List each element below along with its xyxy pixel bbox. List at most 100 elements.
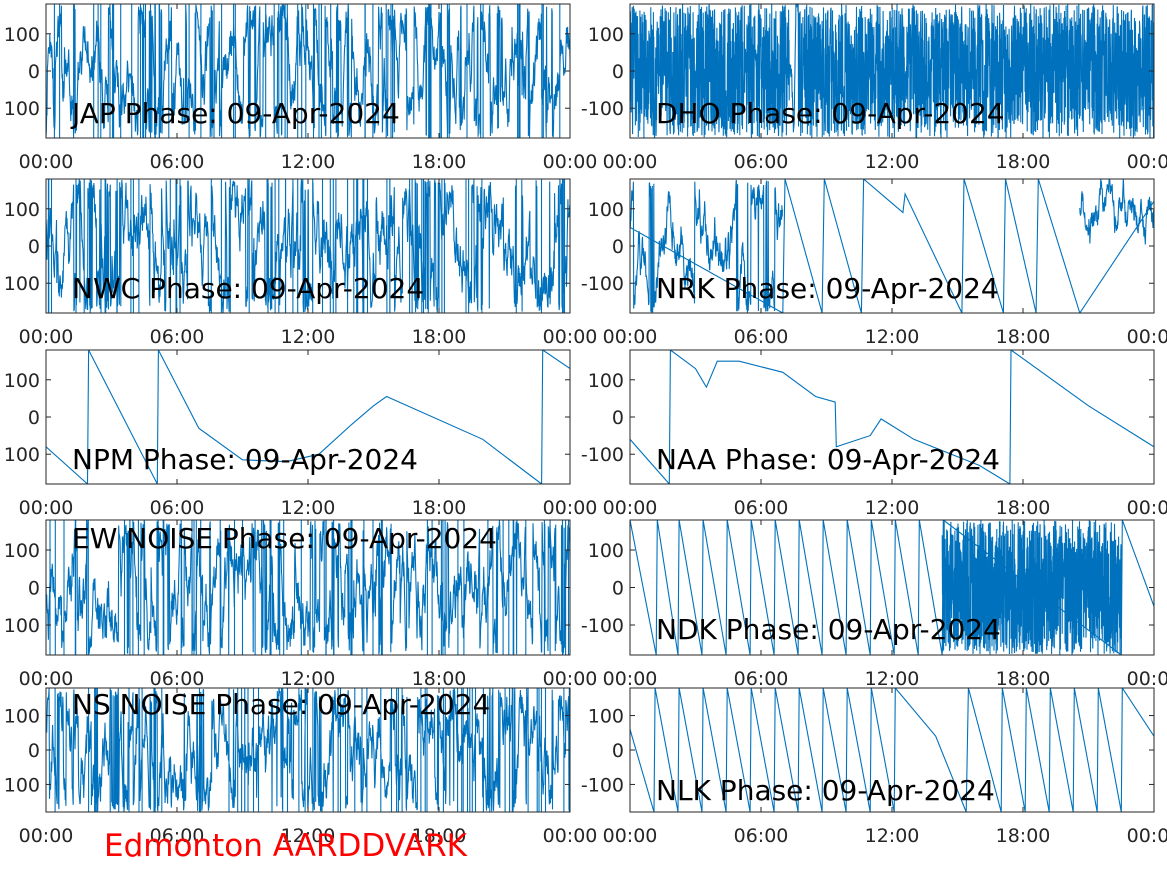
phase-trace bbox=[630, 520, 1154, 655]
ytick-label: 0 bbox=[612, 407, 624, 429]
phase-line bbox=[630, 520, 1154, 655]
panel-title: NWC Phase: 09-Apr-2024 bbox=[72, 272, 424, 305]
phase-panel-5: 100 0 100 00:00 06:00 12:00 18:00 00:00 NPM Phas… bbox=[4, 349, 598, 519]
phase-panel-2: -100 0 100 00:00 06:00 12:00 18:00 00:00 DHO Pha… bbox=[581, 3, 1167, 173]
panel-title: NAA Phase: 09-Apr-2024 bbox=[656, 443, 1000, 476]
plot-area bbox=[630, 350, 1154, 484]
ytick-label: 100 bbox=[4, 615, 40, 637]
xtick-label: 00:00 bbox=[1127, 151, 1167, 173]
phase-line bbox=[630, 688, 1154, 812]
panel-title: JAP Phase: 09-Apr-2024 bbox=[70, 97, 400, 130]
xtick-label: 18:00 bbox=[996, 326, 1051, 348]
xtick-label: 12:00 bbox=[865, 825, 920, 847]
ytick-label: 100 bbox=[4, 444, 40, 466]
xtick-label: 12:00 bbox=[865, 326, 920, 348]
ytick-label: 100 bbox=[588, 540, 624, 562]
ytick-label: -100 bbox=[581, 774, 624, 796]
xtick-label: 12:00 bbox=[281, 151, 336, 173]
ytick-label: 100 bbox=[588, 24, 624, 46]
xtick-label: 06:00 bbox=[734, 151, 789, 173]
xtick-label: 00:00 bbox=[543, 497, 598, 519]
xtick-label: 06:00 bbox=[150, 497, 205, 519]
panel-title: NLK Phase: 09-Apr-2024 bbox=[656, 774, 995, 807]
xtick-label: 00:00 bbox=[543, 668, 598, 690]
xtick-label: 12:00 bbox=[865, 668, 920, 690]
phase-line bbox=[46, 179, 570, 313]
xtick-label: 00:00 bbox=[19, 497, 74, 519]
ytick-label: 100 bbox=[4, 370, 40, 392]
xtick-label: 18:00 bbox=[996, 151, 1051, 173]
xtick-label: 06:00 bbox=[734, 326, 789, 348]
xtick-label: 00:00 bbox=[603, 326, 658, 348]
phase-trace bbox=[630, 350, 1154, 484]
phase-panel-4: -100 0 100 00:00 06:00 12:00 18:00 00:00 NRK Pha… bbox=[581, 178, 1167, 348]
phase-panel-8: -100 0 100 00:00 06:00 12:00 18:00 00:00 NDK Pha… bbox=[581, 519, 1167, 690]
phase-trace bbox=[46, 179, 570, 313]
panel-title: NS NOISE Phase: 09-Apr-2024 bbox=[72, 688, 490, 721]
phase-trace bbox=[46, 4, 570, 138]
station-footer-label: Edmonton AARDDVARK bbox=[104, 828, 468, 864]
xtick-label: 00:00 bbox=[603, 497, 658, 519]
xtick-label: 18:00 bbox=[412, 326, 467, 348]
phase-line bbox=[630, 350, 1154, 484]
xtick-label: 18:00 bbox=[996, 825, 1051, 847]
panel-title: EW NOISE Phase: 09-Apr-2024 bbox=[72, 522, 497, 555]
panel-title: NPM Phase: 09-Apr-2024 bbox=[72, 443, 418, 476]
ytick-label: 100 bbox=[588, 199, 624, 221]
xtick-label: 06:00 bbox=[150, 825, 205, 847]
ytick-label: 0 bbox=[612, 236, 624, 258]
ytick-label: 100 bbox=[4, 774, 40, 796]
xtick-label: 18:00 bbox=[996, 497, 1051, 519]
phase-line bbox=[630, 179, 1154, 313]
xtick-label: 00:00 bbox=[19, 825, 74, 847]
phase-trace bbox=[46, 350, 570, 484]
ytick-label: 0 bbox=[612, 61, 624, 83]
xtick-label: 00:00 bbox=[1127, 668, 1167, 690]
xtick-label: 18:00 bbox=[412, 825, 467, 847]
phase-panel-9: 100 0 100 00:00 06:00 12:00 18:00 00:00 NS NOISE… bbox=[4, 687, 598, 847]
ytick-label: -100 bbox=[581, 444, 624, 466]
xtick-label: 00:00 bbox=[543, 326, 598, 348]
phase-panel-1: 100 0 100 00:00 06:00 12:00 18:00 00:00 JAP Phas… bbox=[4, 3, 598, 173]
ytick-label: 0 bbox=[28, 61, 40, 83]
panel-title: NDK Phase: 09-Apr-2024 bbox=[656, 613, 1001, 646]
ytick-label: 100 bbox=[4, 273, 40, 295]
xtick-label: 06:00 bbox=[734, 497, 789, 519]
xtick-label: 00:00 bbox=[19, 668, 74, 690]
panel-title: NRK Phase: 09-Apr-2024 bbox=[656, 272, 999, 305]
xtick-label: 06:00 bbox=[150, 326, 205, 348]
xtick-label: 00:00 bbox=[19, 151, 74, 173]
ytick-label: 100 bbox=[588, 706, 624, 728]
ytick-label: -100 bbox=[581, 273, 624, 295]
phase-line bbox=[46, 4, 570, 138]
ytick-label: 0 bbox=[28, 740, 40, 762]
xtick-label: 00:00 bbox=[543, 825, 598, 847]
xtick-label: 12:00 bbox=[865, 151, 920, 173]
ytick-label: 0 bbox=[612, 578, 624, 600]
ytick-label: 100 bbox=[588, 370, 624, 392]
ytick-label: -100 bbox=[581, 615, 624, 637]
xtick-label: 06:00 bbox=[734, 668, 789, 690]
panel-title: DHO Phase: 09-Apr-2024 bbox=[656, 97, 1005, 130]
ytick-label: 100 bbox=[4, 706, 40, 728]
phase-trace bbox=[630, 4, 1154, 138]
xtick-label: 12:00 bbox=[281, 668, 336, 690]
xtick-label: 00:00 bbox=[1127, 326, 1167, 348]
xtick-label: 00:00 bbox=[543, 151, 598, 173]
plot-area bbox=[46, 350, 570, 484]
phase-panel-7: 100 0 100 00:00 06:00 12:00 18:00 00:00 EW NOISE… bbox=[4, 519, 598, 690]
xtick-label: 06:00 bbox=[150, 151, 205, 173]
xtick-label: 12:00 bbox=[281, 326, 336, 348]
ytick-label: -100 bbox=[581, 98, 624, 120]
ytick-label: 0 bbox=[28, 578, 40, 600]
phase-trace bbox=[630, 179, 1154, 313]
xtick-label: 00:00 bbox=[603, 668, 658, 690]
xtick-label: 06:00 bbox=[150, 668, 205, 690]
xtick-label: 00:00 bbox=[603, 825, 658, 847]
xtick-label: 12:00 bbox=[281, 497, 336, 519]
xtick-label: 18:00 bbox=[412, 151, 467, 173]
xtick-label: 18:00 bbox=[412, 668, 467, 690]
ytick-label: 100 bbox=[4, 540, 40, 562]
phase-panel-6: -100 0 100 00:00 06:00 12:00 18:00 00:00 NAA Pha… bbox=[581, 349, 1167, 519]
